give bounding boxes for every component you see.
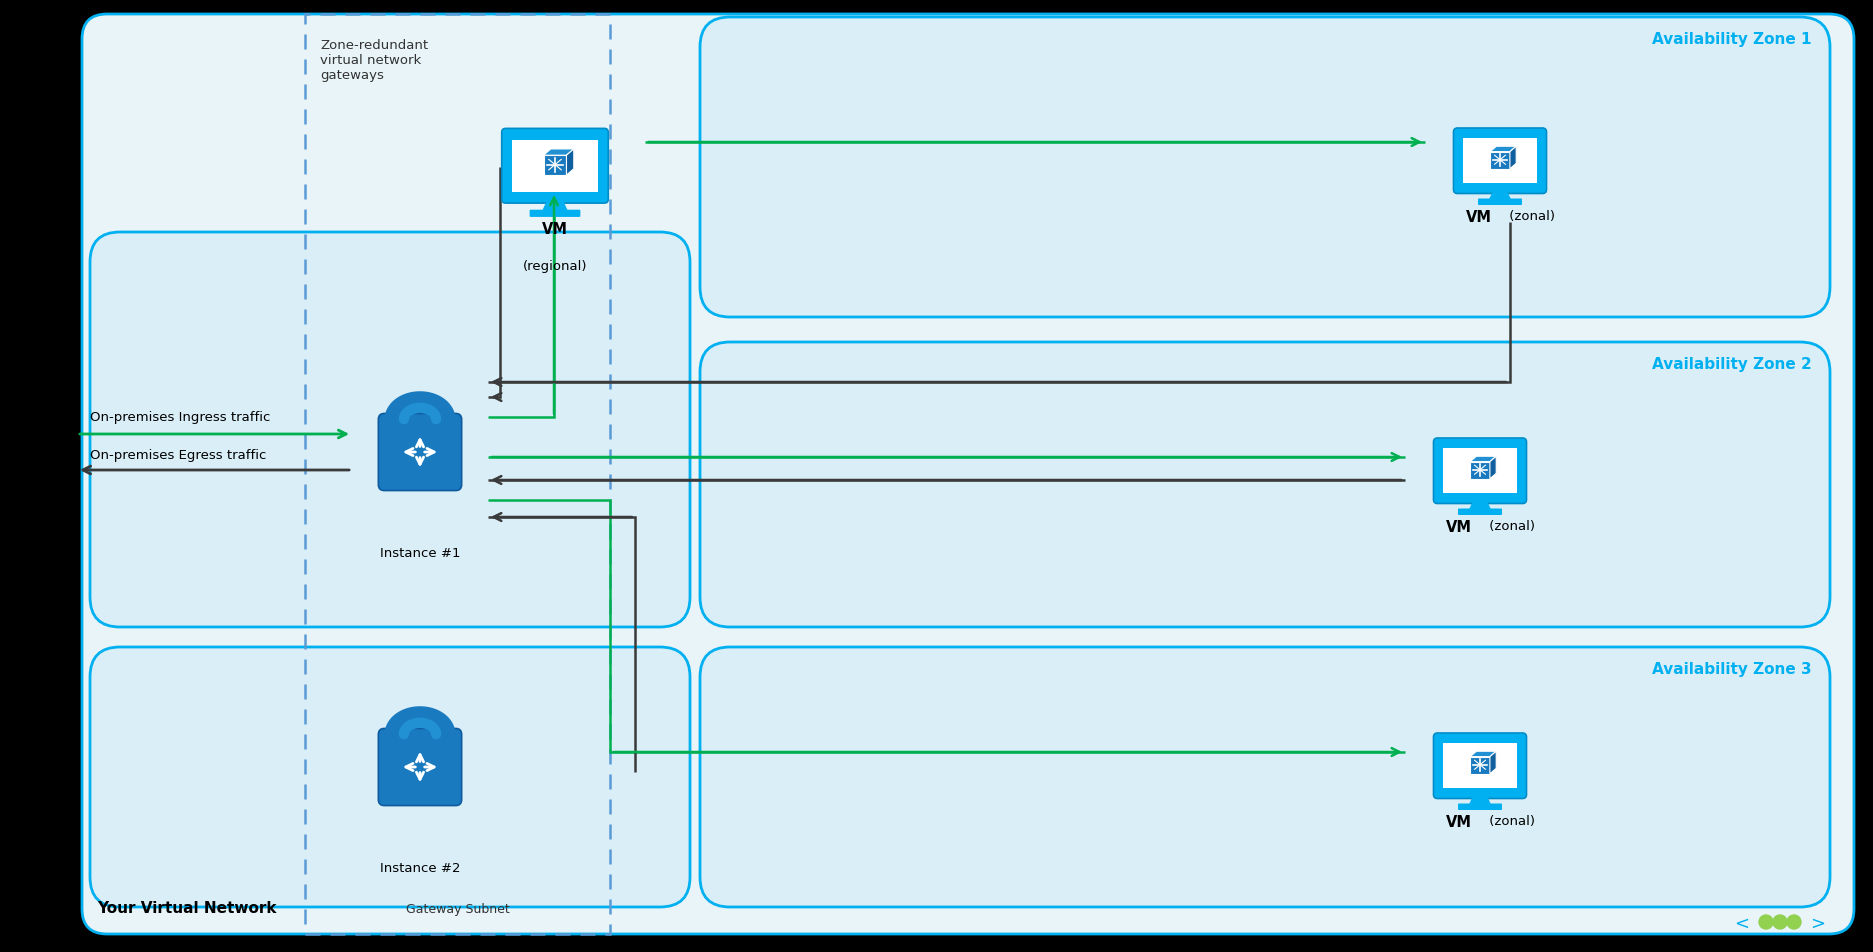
Text: On-premises Ingress traffic: On-premises Ingress traffic — [90, 411, 270, 424]
FancyBboxPatch shape — [530, 209, 581, 217]
Polygon shape — [543, 199, 568, 210]
FancyBboxPatch shape — [1463, 138, 1538, 183]
FancyBboxPatch shape — [1442, 448, 1517, 493]
Text: (zonal): (zonal) — [1506, 210, 1555, 223]
Text: Gateway Subnet: Gateway Subnet — [406, 903, 509, 916]
Text: Availability Zone 1: Availability Zone 1 — [1652, 32, 1811, 47]
Text: On-premises Egress traffic: On-premises Egress traffic — [90, 449, 266, 462]
FancyBboxPatch shape — [701, 647, 1830, 907]
Circle shape — [1774, 915, 1787, 929]
Polygon shape — [1468, 795, 1491, 804]
FancyBboxPatch shape — [1433, 438, 1526, 504]
Text: (zonal): (zonal) — [1485, 815, 1536, 828]
Text: Zone-redundant
virtual network
gateways: Zone-redundant virtual network gateways — [320, 39, 429, 82]
Polygon shape — [1470, 757, 1489, 774]
Text: >: > — [1811, 915, 1826, 933]
FancyBboxPatch shape — [701, 17, 1830, 317]
FancyBboxPatch shape — [1457, 803, 1502, 810]
FancyBboxPatch shape — [1478, 199, 1523, 205]
FancyBboxPatch shape — [1442, 744, 1517, 788]
Text: VM: VM — [541, 222, 568, 237]
FancyBboxPatch shape — [1433, 733, 1526, 799]
Polygon shape — [1470, 456, 1497, 462]
Circle shape — [1759, 915, 1774, 929]
Polygon shape — [1470, 751, 1497, 757]
FancyBboxPatch shape — [82, 14, 1854, 934]
FancyBboxPatch shape — [378, 413, 461, 490]
FancyBboxPatch shape — [90, 647, 689, 907]
Text: VM: VM — [1446, 520, 1472, 535]
Polygon shape — [1489, 189, 1512, 200]
Text: VM: VM — [1467, 210, 1493, 225]
Text: Availability Zone 3: Availability Zone 3 — [1652, 662, 1811, 677]
Polygon shape — [1470, 462, 1489, 479]
Text: Your Virtual Network: Your Virtual Network — [97, 901, 277, 916]
Polygon shape — [1489, 751, 1497, 774]
FancyBboxPatch shape — [90, 232, 689, 627]
Text: Instance #1: Instance #1 — [380, 547, 461, 560]
Polygon shape — [1510, 147, 1517, 169]
FancyBboxPatch shape — [1453, 128, 1547, 193]
Text: (zonal): (zonal) — [1485, 520, 1536, 533]
Polygon shape — [566, 149, 573, 175]
Text: (regional): (regional) — [523, 260, 588, 273]
Text: Availability Zone 2: Availability Zone 2 — [1652, 357, 1811, 372]
Text: <: < — [1734, 915, 1749, 933]
Circle shape — [1787, 915, 1802, 929]
FancyBboxPatch shape — [1457, 508, 1502, 515]
Polygon shape — [543, 155, 566, 175]
Text: Instance #2: Instance #2 — [380, 862, 461, 875]
Polygon shape — [1468, 500, 1491, 509]
FancyBboxPatch shape — [378, 728, 461, 805]
Polygon shape — [543, 149, 573, 155]
Bar — [305, 14, 611, 934]
FancyBboxPatch shape — [502, 129, 609, 203]
FancyBboxPatch shape — [701, 342, 1830, 627]
Polygon shape — [1489, 456, 1497, 479]
Polygon shape — [1491, 147, 1517, 151]
FancyBboxPatch shape — [511, 140, 597, 191]
Polygon shape — [1491, 151, 1510, 169]
Text: VM: VM — [1446, 815, 1472, 830]
